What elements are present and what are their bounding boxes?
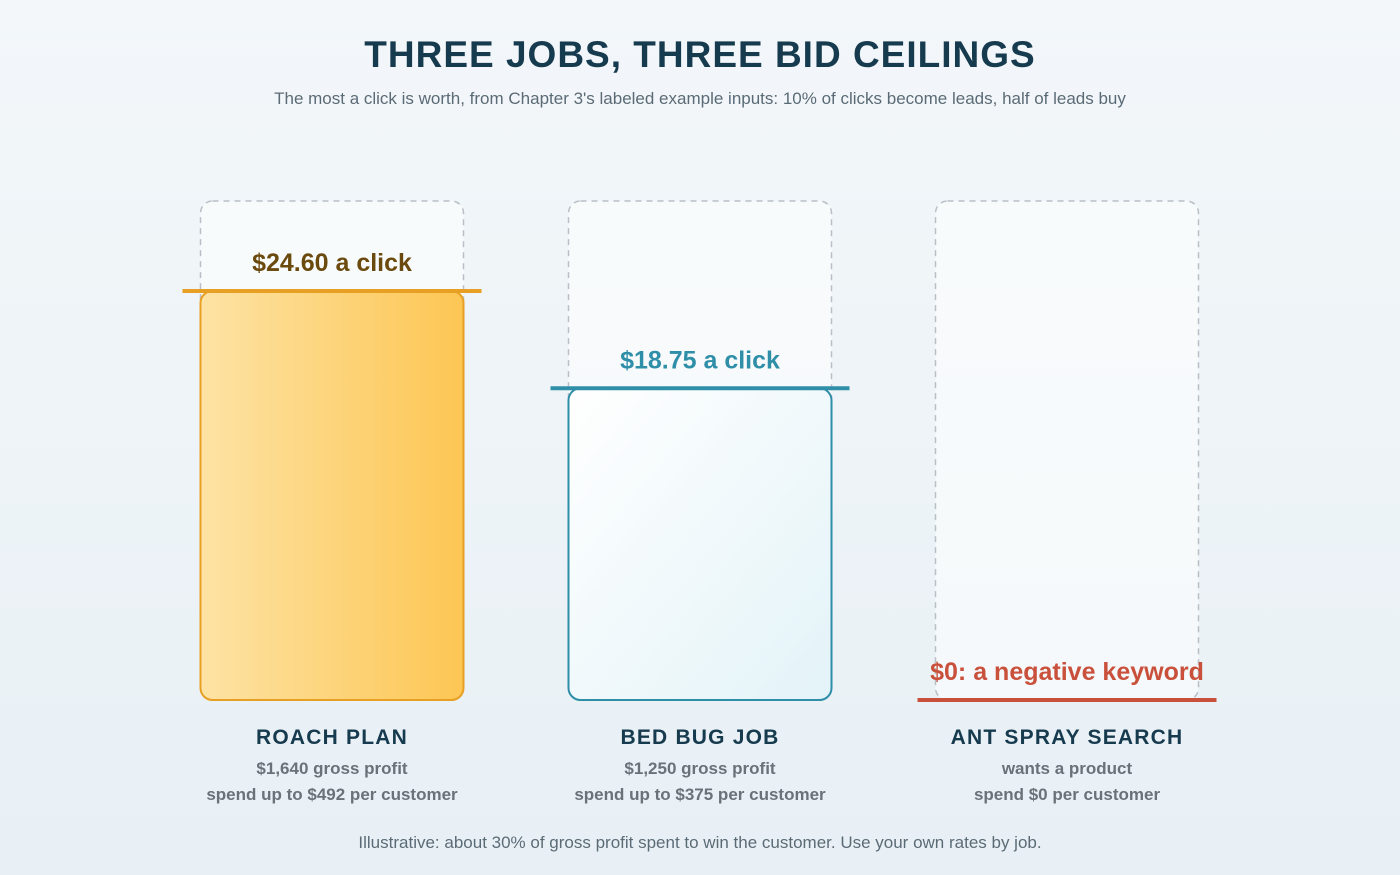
ant-bar-frame [934, 200, 1200, 701]
chart-footnote: Illustrative: about 30% of gross profit … [358, 833, 1042, 852]
bedbug-ceiling-label: $18.75 a click [620, 346, 780, 374]
ant-category-label: ANT SPRAY SEARCH [951, 726, 1184, 749]
bedbug-bar [567, 387, 833, 701]
chart-title: THREE JOBS, THREE BID CEILINGS [364, 34, 1036, 75]
ant-profit-note: wants a product [1001, 759, 1133, 778]
roach-category-label: ROACH PLAN [256, 726, 408, 749]
roach-bar [199, 290, 465, 701]
roach-profit-note: $1,640 gross profit [256, 759, 408, 778]
bedbug-category-label: BED BUG JOB [620, 726, 779, 749]
bedbug-profit-note: $1,250 gross profit [624, 759, 776, 778]
ant-ceiling-label: $0: a negative keyword [930, 658, 1204, 686]
chart-subtitle: The most a click is worth, from Chapter … [274, 89, 1126, 108]
roach-spend-note: spend up to $492 per customer [206, 785, 458, 804]
bedbug-spend-note: spend up to $375 per customer [574, 785, 826, 804]
roach-ceiling-label: $24.60 a click [252, 249, 412, 277]
ant-spend-note: spend $0 per customer [974, 785, 1161, 804]
